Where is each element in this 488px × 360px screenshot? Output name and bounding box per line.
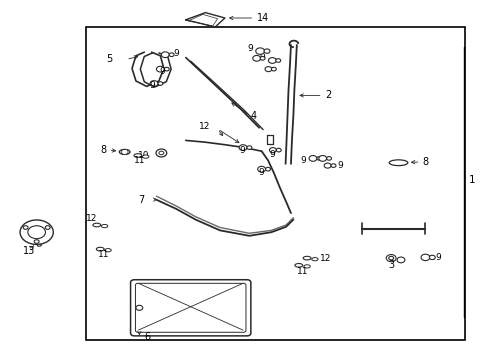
Circle shape [318,156,326,161]
Ellipse shape [104,248,111,252]
Circle shape [265,167,270,171]
Circle shape [388,256,393,260]
Circle shape [246,146,251,149]
Circle shape [23,226,28,229]
Circle shape [45,226,50,229]
Circle shape [264,49,269,53]
Ellipse shape [101,225,107,228]
Text: 11: 11 [98,250,110,259]
Text: 12: 12 [86,214,98,223]
Circle shape [121,149,128,154]
Text: 14: 14 [256,13,268,23]
Text: 9: 9 [258,167,264,176]
Text: 9: 9 [337,161,343,170]
Circle shape [239,145,246,150]
Circle shape [264,67,271,72]
Text: 7: 7 [138,195,144,205]
Circle shape [136,305,142,310]
Circle shape [324,163,330,168]
Circle shape [159,151,163,155]
Circle shape [271,67,276,71]
Circle shape [164,67,169,71]
Ellipse shape [388,160,407,166]
Circle shape [308,156,316,161]
Circle shape [396,257,404,263]
Text: 9: 9 [239,146,245,155]
Text: 11: 11 [297,266,308,276]
Circle shape [316,157,321,160]
Circle shape [169,53,174,57]
Text: 9: 9 [159,68,164,77]
Text: 9: 9 [247,44,253,53]
Ellipse shape [294,264,302,267]
Ellipse shape [303,256,310,260]
Ellipse shape [119,149,130,154]
Text: 9: 9 [149,81,155,90]
Circle shape [276,148,281,152]
Text: 9: 9 [268,150,274,158]
Circle shape [257,166,265,172]
Text: 9: 9 [434,253,440,261]
Circle shape [326,157,331,160]
Circle shape [252,55,260,61]
Text: 9: 9 [300,156,306,165]
Bar [85,27,464,340]
Ellipse shape [142,155,148,158]
Text: 4: 4 [250,111,256,121]
Text: 5: 5 [106,54,112,64]
Ellipse shape [311,258,318,261]
Circle shape [420,254,429,261]
Text: 6: 6 [144,332,150,342]
Ellipse shape [96,247,104,251]
Circle shape [20,220,53,244]
Text: 12: 12 [199,122,210,131]
Circle shape [161,52,169,58]
Text: 9: 9 [173,49,179,58]
Text: 2: 2 [325,90,331,100]
Text: 1: 1 [468,175,474,185]
Ellipse shape [93,223,101,227]
Circle shape [156,66,164,72]
Text: 13: 13 [23,246,36,256]
Ellipse shape [304,265,309,268]
Ellipse shape [134,154,142,157]
Circle shape [158,82,163,85]
Text: 8: 8 [421,157,427,167]
Circle shape [28,226,45,239]
Text: 3: 3 [387,260,393,270]
Circle shape [428,255,434,260]
Circle shape [34,240,39,243]
Circle shape [260,57,264,60]
Text: 9: 9 [259,53,265,62]
Text: 10: 10 [137,151,149,160]
Circle shape [275,59,280,62]
Circle shape [330,164,335,167]
Text: 8: 8 [100,145,106,155]
Circle shape [386,255,395,262]
Circle shape [156,149,166,157]
Text: 12: 12 [319,253,330,263]
Text: 11: 11 [133,156,145,165]
Circle shape [268,58,276,63]
FancyBboxPatch shape [135,283,245,332]
Circle shape [255,48,264,54]
Circle shape [150,81,158,86]
FancyBboxPatch shape [130,280,250,336]
Circle shape [269,148,276,153]
